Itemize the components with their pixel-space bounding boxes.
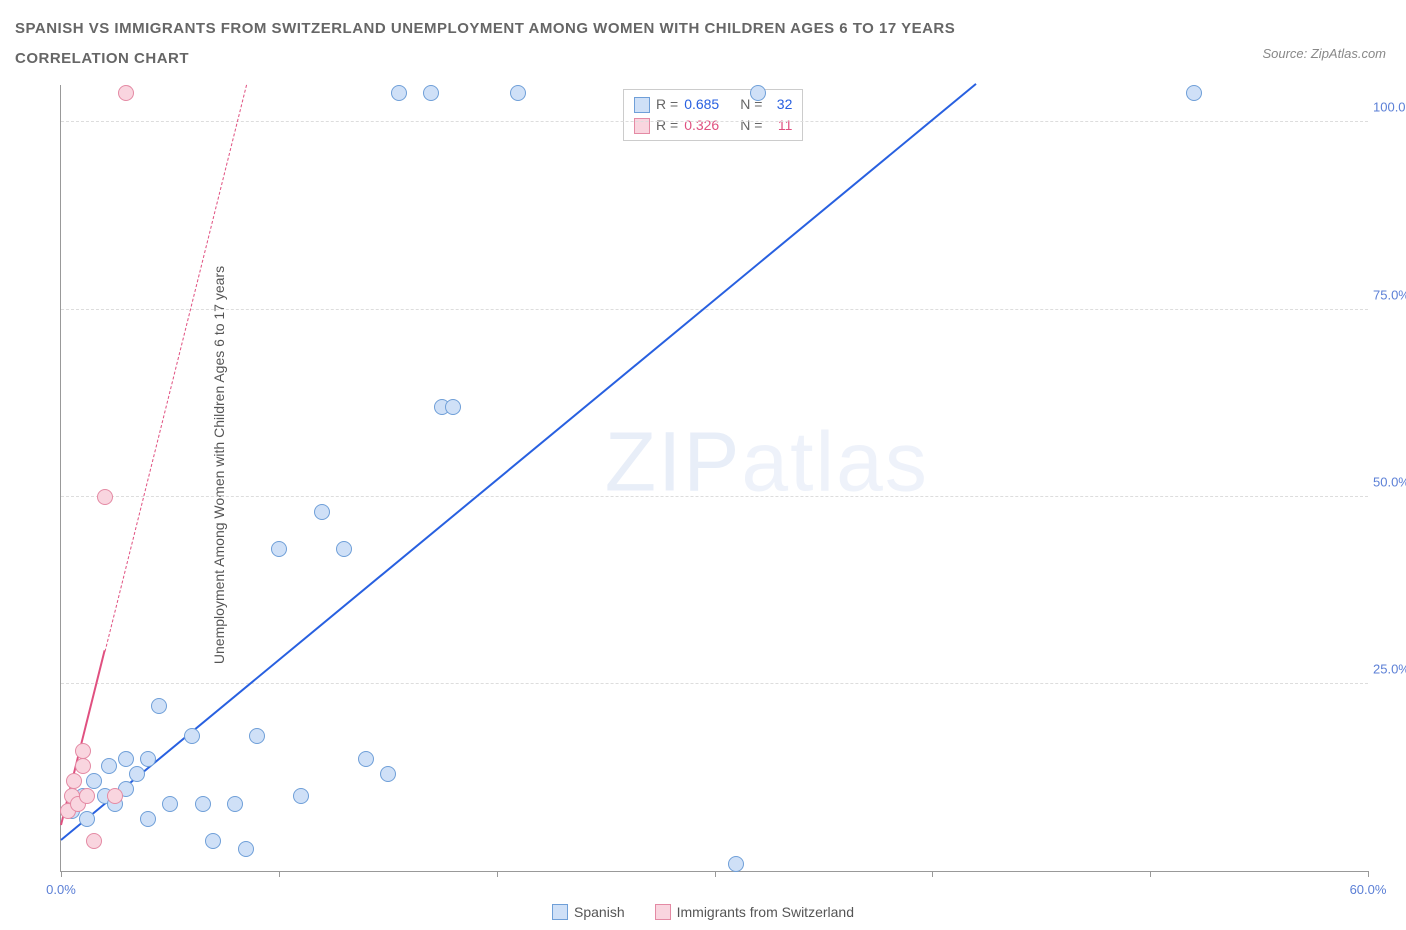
legend-label-immigrants: Immigrants from Switzerland (677, 904, 854, 920)
scatter-point (249, 728, 265, 744)
y-tick-label: 50.0% (1373, 474, 1406, 489)
scatter-point (391, 85, 407, 101)
scatter-point (336, 541, 352, 557)
scatter-point (238, 841, 254, 857)
scatter-point (162, 796, 178, 812)
source-attribution: Source: ZipAtlas.com (1262, 46, 1386, 61)
x-tick (61, 871, 62, 877)
stats-row: R = 0.326 N = 11 (634, 115, 792, 136)
stats-r-label: R = (656, 94, 678, 115)
x-tick (497, 871, 498, 877)
scatter-point (184, 728, 200, 744)
scatter-point (445, 399, 461, 415)
scatter-point (728, 856, 744, 872)
stats-r-value: 0.326 (684, 115, 734, 136)
scatter-point (314, 504, 330, 520)
legend-swatch-spanish (552, 904, 568, 920)
scatter-point (75, 758, 91, 774)
x-tick (715, 871, 716, 877)
gridline-h (61, 121, 1368, 122)
stats-r-value: 0.685 (684, 94, 734, 115)
watermark-thin: atlas (741, 415, 928, 509)
scatter-point (75, 743, 91, 759)
gridline-h (61, 683, 1368, 684)
legend-item-spanish: Spanish (552, 904, 625, 920)
legend-label-spanish: Spanish (574, 904, 625, 920)
scatter-point (101, 758, 117, 774)
chart-title-line2: CORRELATION CHART (15, 50, 1391, 67)
stats-row: R =0.685N =32 (634, 94, 792, 115)
scatter-point (271, 541, 287, 557)
scatter-point (86, 773, 102, 789)
trend-line-dashed (104, 84, 247, 651)
scatter-point (1186, 85, 1202, 101)
stats-r-label: R = (656, 115, 678, 136)
chart-title-line1: SPANISH VS IMMIGRANTS FROM SWITZERLAND U… (15, 15, 1391, 42)
scatter-point (86, 833, 102, 849)
stats-swatch (634, 118, 650, 134)
scatter-point (66, 773, 82, 789)
scatter-point (151, 698, 167, 714)
gridline-h (61, 309, 1368, 310)
scatter-point (205, 833, 221, 849)
gridline-h (61, 496, 1368, 497)
scatter-point (118, 85, 134, 101)
scatter-point (423, 85, 439, 101)
scatter-point (293, 788, 309, 804)
scatter-point (118, 751, 134, 767)
chart-header: SPANISH VS IMMIGRANTS FROM SWITZERLAND U… (15, 15, 1391, 67)
y-tick-label: 100.0% (1373, 100, 1406, 115)
scatter-point (129, 766, 145, 782)
scatter-point (750, 85, 766, 101)
scatter-point (79, 788, 95, 804)
scatter-plot-area: ZIPatlas R =0.685N =32R =0.326N =11 25.0… (60, 85, 1368, 872)
correlation-stats-box: R = 0.685 N = 32R = 0.326 N = 11 (623, 89, 803, 141)
stats-n-label: N = (740, 115, 762, 136)
x-tick-label: 0.0% (46, 882, 76, 897)
legend-item-immigrants: Immigrants from Switzerland (655, 904, 854, 920)
scatter-point (79, 811, 95, 827)
stats-swatch (634, 97, 650, 113)
watermark-bold: ZIP (605, 415, 742, 509)
x-tick (1150, 871, 1151, 877)
legend: Spanish Immigrants from Switzerland (552, 904, 854, 920)
scatter-point (97, 489, 113, 505)
stats-n-value: 32 (768, 94, 792, 115)
scatter-point (510, 85, 526, 101)
scatter-point (107, 788, 123, 804)
legend-swatch-immigrants (655, 904, 671, 920)
scatter-point (358, 751, 374, 767)
scatter-point (227, 796, 243, 812)
scatter-point (140, 751, 156, 767)
scatter-point (140, 811, 156, 827)
scatter-point (380, 766, 396, 782)
trend-line (60, 83, 976, 841)
y-tick-label: 25.0% (1373, 661, 1406, 676)
y-tick-label: 75.0% (1373, 287, 1406, 302)
stats-n-value: 11 (768, 115, 792, 136)
x-tick (932, 871, 933, 877)
x-tick (279, 871, 280, 877)
x-tick-label: 60.0% (1350, 882, 1387, 897)
x-tick (1368, 871, 1369, 877)
scatter-point (195, 796, 211, 812)
